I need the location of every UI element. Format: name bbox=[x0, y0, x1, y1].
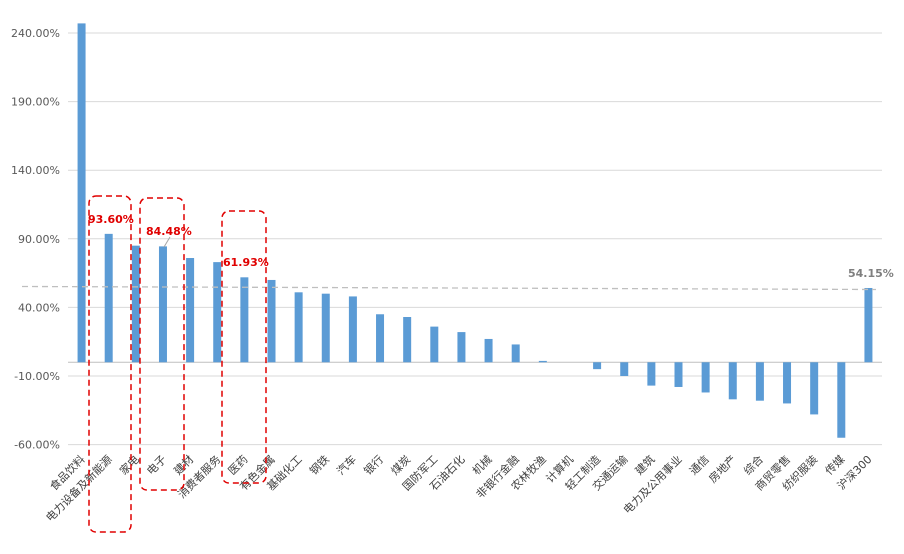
annotation-leader bbox=[163, 236, 171, 248]
reference-line: 54.15% bbox=[21, 267, 894, 291]
category-label: 房地产 bbox=[706, 452, 739, 485]
bar bbox=[701, 362, 710, 393]
bar bbox=[77, 23, 86, 363]
category-label: 家电 bbox=[116, 452, 141, 477]
x-axis-labels: 食品饮料电力设备及新能源 家电 电子 建材消费者服务 医药有色金属基础化工 钢铁 汽车 银行煤… bbox=[43, 452, 875, 524]
bar bbox=[294, 292, 303, 363]
annotations: 93.60% 84.48% 61.93% bbox=[88, 195, 269, 533]
category-label: 汽车 bbox=[334, 452, 359, 477]
annotation-label: 93.60% bbox=[88, 213, 134, 226]
bar bbox=[728, 362, 737, 400]
reference-dashed-line bbox=[21, 285, 877, 291]
y-tick-label: 140.00% bbox=[11, 164, 60, 177]
annotation-label: 61.93% bbox=[223, 256, 269, 269]
bar bbox=[647, 362, 656, 386]
bar bbox=[104, 233, 113, 363]
bar bbox=[186, 258, 195, 363]
bar bbox=[240, 277, 249, 363]
category-label: 钢铁 bbox=[307, 453, 332, 478]
bar bbox=[348, 296, 357, 363]
bar bbox=[131, 245, 140, 363]
bar bbox=[538, 360, 547, 363]
y-tick-label: 40.00% bbox=[18, 301, 60, 314]
y-tick-label: -60.00% bbox=[14, 439, 60, 452]
bar bbox=[755, 362, 764, 401]
gridlines bbox=[68, 32, 882, 446]
category-label: 电子 bbox=[144, 453, 169, 478]
bar bbox=[620, 362, 629, 376]
bar bbox=[810, 362, 819, 415]
bar bbox=[267, 279, 276, 363]
bar bbox=[593, 362, 602, 370]
y-tick-label: 240.00% bbox=[11, 27, 60, 40]
bar bbox=[783, 362, 792, 404]
bar bbox=[430, 326, 439, 363]
y-axis: 240.00% 190.00% 140.00% 90.00% 40.00% -10.00%… bbox=[11, 27, 60, 452]
highlight-box bbox=[139, 197, 185, 491]
bar bbox=[511, 344, 520, 363]
bar bbox=[837, 362, 846, 438]
bar bbox=[864, 287, 873, 363]
y-tick-label: 90.00% bbox=[18, 233, 60, 246]
y-tick-label: -10.00% bbox=[14, 370, 60, 383]
bar bbox=[321, 293, 330, 363]
highlight-box bbox=[221, 210, 267, 484]
bar bbox=[457, 332, 466, 363]
highlight-box bbox=[88, 195, 132, 533]
bar bbox=[376, 314, 385, 363]
bar bbox=[403, 317, 412, 363]
reference-label: 54.15% bbox=[848, 267, 894, 280]
annotation-label: 84.48% bbox=[146, 225, 192, 238]
bar bbox=[213, 262, 222, 363]
bar bbox=[484, 338, 493, 363]
bars bbox=[77, 23, 873, 438]
bar bbox=[158, 246, 167, 363]
category-label: 银行 bbox=[361, 452, 386, 477]
y-tick-label: 190.00% bbox=[11, 96, 60, 109]
bar bbox=[674, 362, 683, 387]
